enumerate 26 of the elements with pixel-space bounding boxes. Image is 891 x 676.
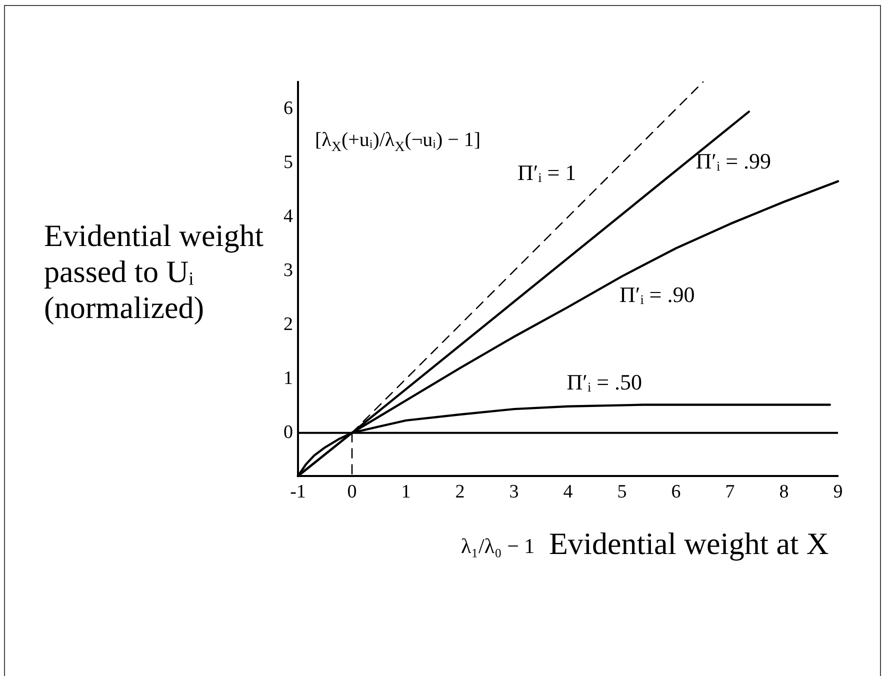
annotation: [λ$_{X}$(+uᵢ)/λ$_{X}$(¬uᵢ) − 1] bbox=[315, 128, 481, 157]
x-tick-label: 2 bbox=[455, 481, 465, 502]
x-tick-label: 1 bbox=[401, 481, 411, 502]
y-tick-label: 6 bbox=[284, 98, 293, 119]
x-tick-label: 7 bbox=[725, 481, 735, 502]
y-tick-label: 0 bbox=[284, 422, 293, 443]
x-tick-label: 4 bbox=[563, 481, 574, 502]
y-axis-title: Evidential weight passed to Uᵢ (normalized) bbox=[44, 218, 264, 325]
series-label: Π′ᵢ = .90 bbox=[619, 282, 695, 307]
series-label: Π′ᵢ = .99 bbox=[696, 148, 771, 174]
x-tick-label: 6 bbox=[671, 481, 681, 502]
y-tick-label: 4 bbox=[284, 206, 294, 227]
x-tick-label: -1 bbox=[290, 481, 306, 502]
x-tick-label: 9 bbox=[833, 481, 843, 502]
x-tick-label: 0 bbox=[347, 481, 357, 502]
y-tick-label: 5 bbox=[284, 152, 293, 173]
x-tick-label: 5 bbox=[617, 481, 627, 502]
x-tick-label: 3 bbox=[509, 481, 519, 502]
text: λ₁/λ₀ − 1 bbox=[461, 533, 535, 559]
x-axis-title: Evidential weight at X bbox=[549, 526, 829, 561]
y-tick-label: 2 bbox=[284, 314, 293, 335]
series-label: Π′ᵢ = 1 bbox=[517, 160, 576, 185]
series-label: Π′ᵢ = .50 bbox=[566, 369, 642, 394]
x-tick-label: 8 bbox=[779, 481, 789, 502]
y-tick-label: 1 bbox=[284, 368, 293, 389]
y-tick-label: 3 bbox=[284, 260, 293, 281]
